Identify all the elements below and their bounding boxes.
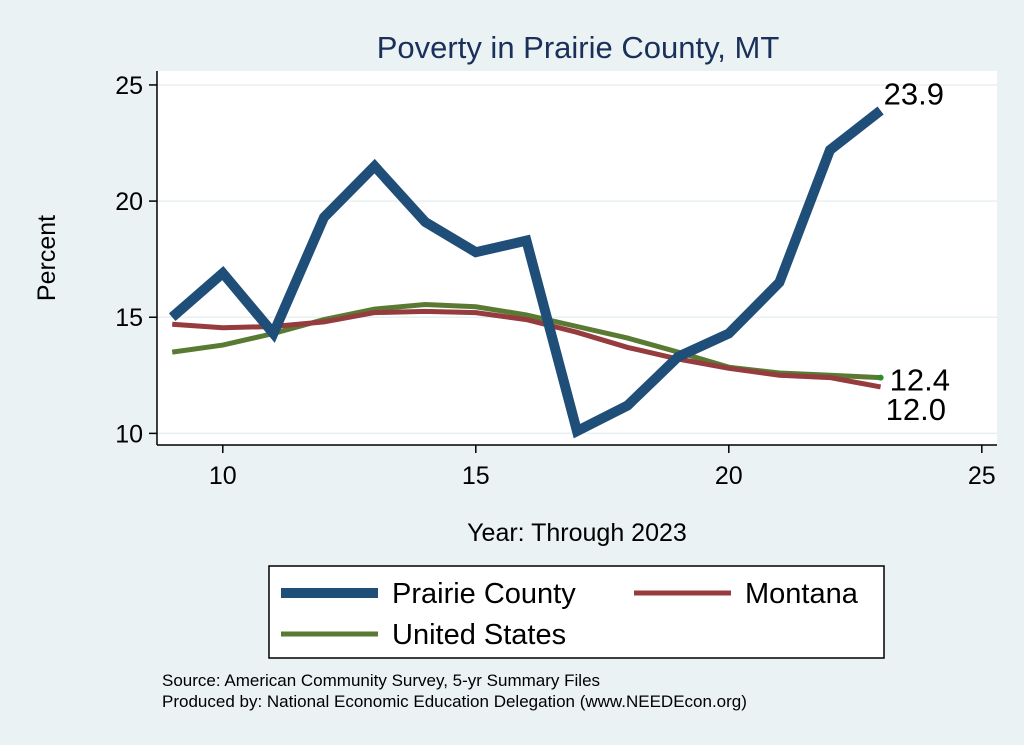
y-tick-label: 25 (115, 72, 143, 100)
producer-note: Produced by: National Economic Education… (162, 692, 747, 711)
x-tick-label: 25 (968, 462, 996, 490)
y-axis-title: Percent (33, 215, 61, 301)
axes: 10 15 20 25 10 15 20 25 (115, 71, 997, 490)
end-labels: 23.9 12.012.4 (884, 76, 950, 426)
series-lines (168, 106, 884, 439)
united-states-endpoint-marker (877, 374, 884, 381)
chart-title: Poverty in Prairie County, MT (377, 30, 780, 65)
plot-area (157, 71, 997, 445)
y-tick-label: 15 (115, 304, 143, 332)
legend: Prairie County Montana United States (268, 565, 885, 659)
series-line-prairie-county (168, 106, 884, 439)
x-axis-title: Year: Through 2023 (467, 519, 687, 547)
y-tick-label: 20 (115, 188, 143, 216)
legend-label-montana: Montana (745, 578, 859, 610)
legend-label-united-states: United States (392, 619, 566, 651)
source-note: Source: American Community Survey, 5-yr … (162, 671, 601, 690)
end-label-montana: 12.0 (886, 392, 946, 427)
x-tick-label: 20 (715, 462, 743, 490)
end-label-prairie-county: 23.9 (884, 76, 944, 111)
x-tick-label: 10 (209, 462, 237, 490)
legend-label-prairie-county: Prairie County (392, 578, 576, 610)
x-tick-label: 15 (462, 462, 490, 490)
y-tick-label: 10 (115, 420, 143, 448)
legend-box (268, 565, 885, 659)
series-line-montana (172, 308, 882, 390)
end-label-united-states: 12.4 (890, 363, 950, 398)
